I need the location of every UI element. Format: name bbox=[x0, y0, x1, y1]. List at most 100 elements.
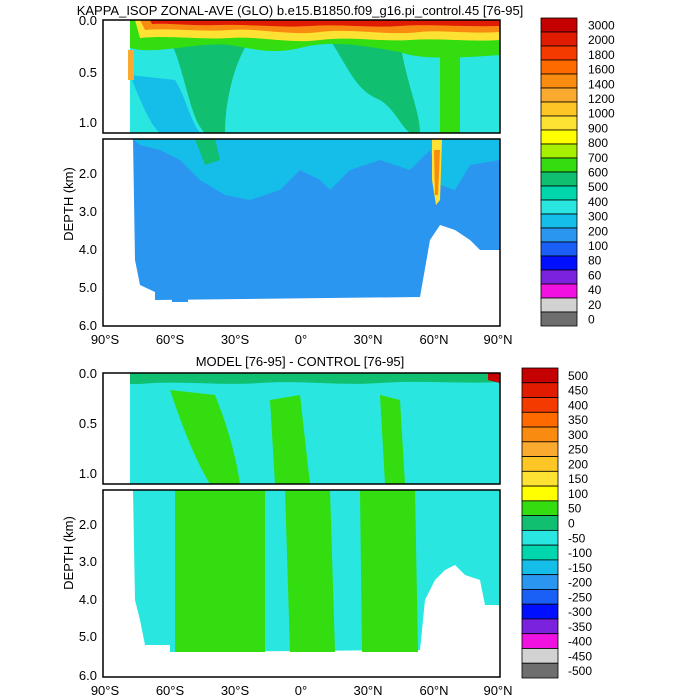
top-colorbar-label-1: 2000 bbox=[588, 33, 615, 47]
bottom-colorbar-box-19 bbox=[521, 648, 559, 664]
bottom-lower-field bbox=[103, 490, 500, 677]
top-colorbar-box-6 bbox=[540, 101, 578, 117]
bottom-colorbar-label-16: -300 bbox=[568, 605, 592, 619]
bottom-colorbar-label-0: 500 bbox=[568, 369, 588, 383]
top-colorbar-label-18: 40 bbox=[588, 283, 602, 297]
top-colorbar-label-17: 60 bbox=[588, 268, 602, 282]
top-colorbar-box-20 bbox=[540, 297, 578, 313]
bottom-colorbar-label-8: 100 bbox=[568, 487, 588, 501]
bottom-xtick-2: 30°S bbox=[221, 683, 250, 698]
top-colorbar-box-2 bbox=[540, 45, 578, 61]
top-ytick-1: 0.5 bbox=[79, 65, 97, 80]
bottom-colorbar-box-2 bbox=[521, 397, 559, 413]
top-lower-shelf-blue bbox=[133, 139, 500, 200]
bottom-colorbar-box-14 bbox=[521, 574, 559, 590]
top-upper-deep-blue bbox=[130, 75, 200, 133]
top-colorbar: 3000200018001600140012001000900800700600… bbox=[540, 17, 615, 327]
top-colorbar-box-9 bbox=[540, 143, 578, 159]
top-colorbar-box-8 bbox=[540, 129, 578, 145]
bottom-colorbar-label-2: 400 bbox=[568, 398, 588, 412]
bottom-upper-field bbox=[103, 373, 500, 484]
top-xtick-0: 90°S bbox=[91, 332, 120, 347]
top-upper-green-lobe-s bbox=[170, 40, 250, 133]
top-colorbar-label-0: 3000 bbox=[588, 19, 615, 33]
bottom-colorbar-label-14: -200 bbox=[568, 576, 592, 590]
bottom-colorbar-label-1: 450 bbox=[568, 384, 588, 398]
top-lower-polar-plume-core bbox=[434, 150, 440, 195]
bottom-ytick-7: 6.0 bbox=[79, 668, 97, 683]
top-upper-left-coast bbox=[128, 50, 134, 80]
bottom-colorbar-box-12 bbox=[521, 544, 559, 561]
bottom-upper-green-n bbox=[380, 395, 405, 484]
bottom-xtick-3: 0° bbox=[295, 683, 307, 698]
top-colorbar-box-4 bbox=[540, 73, 578, 89]
top-colorbar-label-3: 1600 bbox=[588, 63, 615, 77]
top-colorbar-label-6: 1000 bbox=[588, 107, 615, 121]
bottom-colorbar-label-15: -250 bbox=[568, 590, 592, 604]
bottom-colorbar-label-12: -100 bbox=[568, 546, 592, 560]
bottom-y-axis-label: DEPTH (km) bbox=[61, 516, 76, 590]
bottom-colorbar-label-9: 50 bbox=[568, 502, 582, 516]
top-colorbar-box-13 bbox=[540, 199, 578, 215]
top-colorbar-label-9: 700 bbox=[588, 151, 608, 165]
bottom-colorbar-label-7: 150 bbox=[568, 472, 588, 486]
top-colorbar-box-21 bbox=[540, 311, 578, 327]
bottom-colorbar-label-18: -400 bbox=[568, 635, 592, 649]
top-colorbar-label-7: 900 bbox=[588, 121, 608, 135]
bottom-x-ticks: 90°S 60°S 30°S 0° 30°N 60°N 90°N bbox=[91, 683, 513, 698]
bottom-colorbar-box-15 bbox=[521, 589, 559, 605]
top-colorbar-box-17 bbox=[540, 255, 578, 271]
bottom-ytick-6: 5.0 bbox=[79, 629, 97, 644]
top-colorbar-label-13: 300 bbox=[588, 210, 608, 224]
bottom-colorbar-box-6 bbox=[521, 456, 559, 472]
top-lower-abyssal bbox=[172, 295, 188, 302]
bottom-colorbar-box-20 bbox=[521, 662, 559, 679]
top-ytick-7: 6.0 bbox=[79, 318, 97, 333]
bottom-colorbar-box-5 bbox=[521, 441, 559, 457]
top-colorbar-box-12 bbox=[540, 185, 578, 201]
top-colorbar-label-19: 20 bbox=[588, 298, 602, 312]
bottom-colorbar-box-3 bbox=[521, 411, 559, 428]
top-upper-surface-red bbox=[150, 20, 500, 27]
bottom-colorbar-label-19: -450 bbox=[568, 649, 592, 663]
top-ytick-2: 1.0 bbox=[79, 115, 97, 130]
top-y-axis-label: DEPTH (km) bbox=[61, 167, 76, 241]
top-colorbar-label-5: 1200 bbox=[588, 92, 615, 106]
bottom-colorbar-box-8 bbox=[521, 485, 559, 502]
bottom-xtick-6: 90°N bbox=[483, 683, 512, 698]
bottom-colorbar-box-7 bbox=[521, 470, 559, 487]
bottom-ytick-2: 1.0 bbox=[79, 466, 97, 481]
bottom-lower-green-n bbox=[360, 490, 418, 652]
top-chart-title: KAPPA_ISOP ZONAL-AVE (GLO) b.e15.B1850.f… bbox=[77, 3, 524, 18]
bottom-ytick-4: 3.0 bbox=[79, 554, 97, 569]
bottom-panel: MODEL [76-95] - CONTROL [76-95] DEPTH (k… bbox=[61, 354, 592, 698]
bottom-upper-surface bbox=[130, 373, 500, 384]
bottom-colorbar-box-18 bbox=[521, 633, 559, 649]
bottom-colorbar-label-17: -350 bbox=[568, 620, 592, 634]
bottom-colorbar-box-13 bbox=[521, 559, 559, 576]
bottom-y-ticks: 0.0 0.5 1.0 2.0 3.0 4.0 5.0 6.0 bbox=[79, 366, 97, 683]
top-colorbar-box-18 bbox=[540, 269, 578, 285]
top-colorbar-label-16: 80 bbox=[588, 254, 602, 268]
top-colorbar-label-12: 400 bbox=[588, 195, 608, 209]
top-colorbar-box-0 bbox=[540, 17, 578, 33]
top-colorbar-label-15: 100 bbox=[588, 239, 608, 253]
top-xtick-1: 60°S bbox=[156, 332, 185, 347]
top-upper-polar-green bbox=[440, 40, 460, 133]
top-xtick-3: 0° bbox=[295, 332, 307, 347]
top-colorbar-box-1 bbox=[540, 31, 578, 47]
bottom-colorbar-box-4 bbox=[521, 426, 559, 443]
top-xtick-2: 30°S bbox=[221, 332, 250, 347]
bottom-upper-green-s bbox=[170, 390, 240, 484]
bottom-ytick-5: 4.0 bbox=[79, 592, 97, 607]
top-xtick-6: 90°N bbox=[483, 332, 512, 347]
bottom-colorbar: 500450400350300250200150100500-50-100-15… bbox=[521, 367, 592, 679]
top-colorbar-box-11 bbox=[540, 171, 578, 187]
top-colorbar-label-10: 600 bbox=[588, 166, 608, 180]
bottom-colorbar-label-20: -500 bbox=[568, 664, 592, 678]
bottom-colorbar-label-13: -150 bbox=[568, 561, 592, 575]
top-x-ticks: 90°S 60°S 30°S 0° 30°N 60°N 90°N bbox=[91, 332, 513, 347]
top-ytick-4: 3.0 bbox=[79, 204, 97, 219]
bottom-colorbar-box-10 bbox=[521, 515, 559, 531]
